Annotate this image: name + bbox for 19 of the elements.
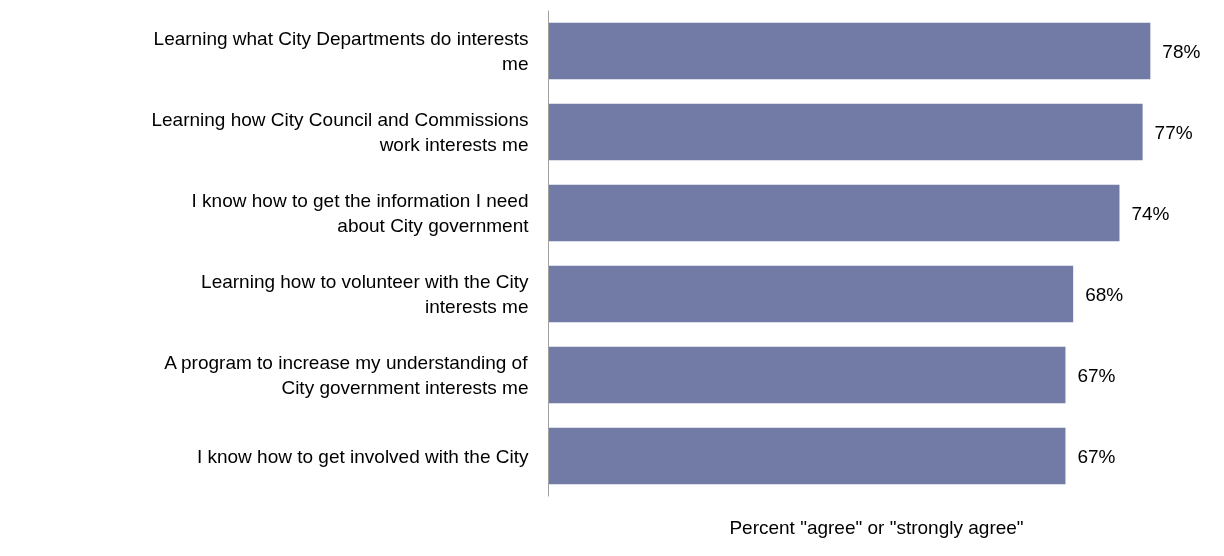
data-label: 74% [1131,202,1170,224]
y-tick-label: Learning how to volunteer with the City interests me [201,270,529,318]
y-tick-label: I know how to get involved with the City [196,445,529,467]
data-label: 67% [1077,445,1116,467]
bar [548,427,1066,485]
y-tick-label: I know how to get the information I need about City government [191,189,530,237]
data-label: 77% [1154,121,1193,143]
y-tick-label: A program to increase my understanding of City government interests me [164,351,529,399]
x-axis-title: Percent "agree" or "strongly agree" [729,516,1024,538]
bar [548,103,1143,161]
y-tick-label: Learning how City Council and Commissions work interests me [151,108,529,156]
data-label: 67% [1077,364,1116,386]
bar [548,265,1074,323]
bar [548,184,1120,242]
data-label: 78% [1162,40,1201,62]
bar [548,22,1151,80]
bar [548,346,1066,404]
y-tick-label: Learning what City Departments do interests me [153,27,529,75]
data-label: 68% [1085,283,1124,305]
